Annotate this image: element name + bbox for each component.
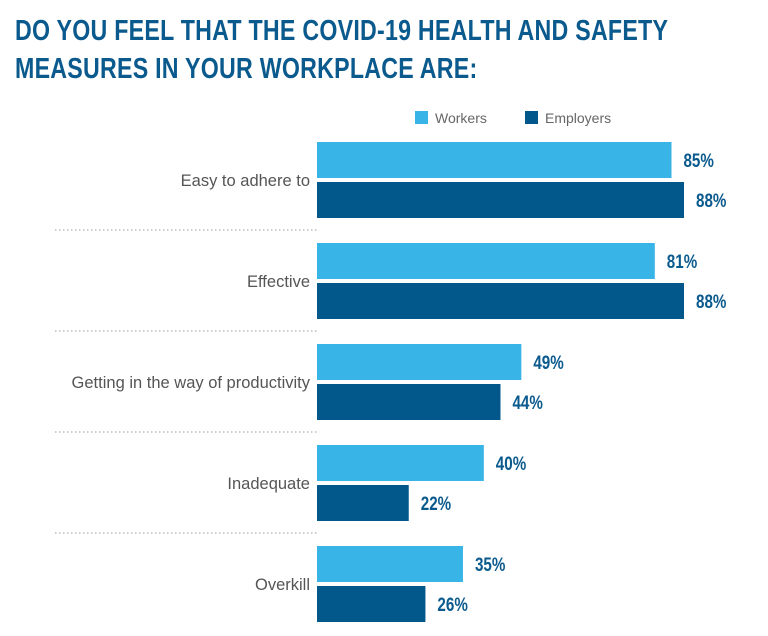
data-label: 49%	[533, 351, 563, 373]
data-label: 35%	[475, 553, 505, 575]
data-label: 44%	[513, 391, 543, 413]
legend-label-workers: Workers	[435, 110, 487, 126]
category-label: Overkill	[255, 576, 310, 594]
data-label: 88%	[696, 290, 726, 312]
legend-swatch-workers	[415, 111, 428, 124]
data-label: 40%	[496, 452, 526, 474]
category-label: Effective	[247, 273, 310, 291]
bar-workers	[317, 243, 655, 279]
bar-employers	[317, 182, 684, 218]
bar-workers	[317, 445, 484, 481]
bar-workers	[317, 344, 522, 380]
data-label: 85%	[683, 149, 713, 171]
data-label: 22%	[421, 492, 451, 514]
bar-employers	[317, 384, 501, 420]
data-label: 81%	[667, 250, 697, 272]
bar-employers	[317, 586, 426, 622]
chart-title: DO YOU FEEL THAT THE COVID-19 HEALTH AND…	[15, 15, 668, 85]
bar-employers	[317, 485, 409, 521]
bar-employers	[317, 283, 684, 319]
category-label: Getting in the way of productivity	[72, 374, 311, 392]
legend-swatch-employers	[525, 111, 538, 124]
category-label: Inadequate	[227, 475, 310, 493]
category-label: Easy to adhere to	[181, 172, 310, 190]
bar-workers	[317, 546, 463, 582]
data-label: 88%	[696, 189, 726, 211]
legend-label-employers: Employers	[545, 110, 611, 126]
bar-workers	[317, 142, 672, 178]
data-label: 26%	[437, 593, 467, 615]
